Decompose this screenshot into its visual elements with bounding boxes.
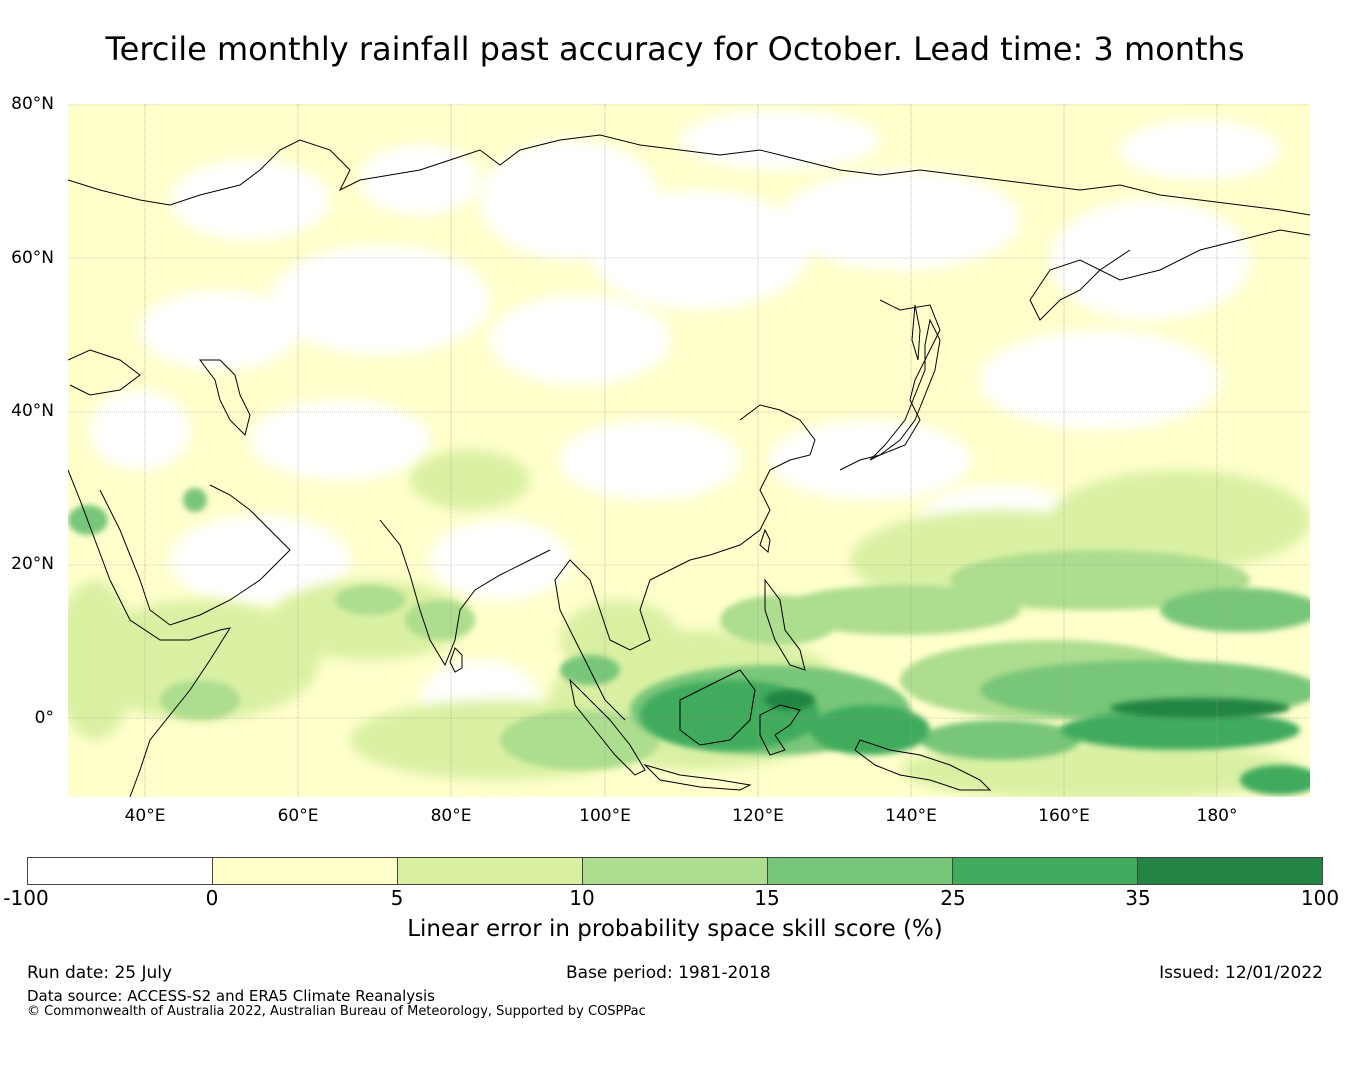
colorbar-tick: 10 <box>569 886 595 910</box>
colorbar-segment <box>213 858 398 884</box>
skill-map <box>68 104 1310 797</box>
colorbar-tick: 0 <box>205 886 219 910</box>
copyright: © Commonwealth of Australia 2022, Austra… <box>27 1004 646 1019</box>
lon-label-100e: 100°E <box>579 806 631 826</box>
lon-label-120e: 120°E <box>732 806 784 826</box>
lat-label-80n: 80°N <box>11 94 54 114</box>
map-title: Tercile monthly rainfall past accuracy f… <box>105 30 1245 68</box>
colorbar-tick: -100 <box>3 886 49 910</box>
colorbar-segment <box>1138 858 1322 884</box>
skill-field <box>68 104 1310 797</box>
lon-label-160e: 160°E <box>1038 806 1090 826</box>
lon-label-40e: 40°E <box>124 806 166 826</box>
colorbar-segment <box>768 858 953 884</box>
base-period: Base period: 1981-2018 <box>566 963 771 983</box>
data-source: Data source: ACCESS-S2 and ERA5 Climate … <box>27 987 435 1005</box>
colorbar-tick: 5 <box>390 886 404 910</box>
coastlines <box>68 134 1310 797</box>
colorbar-tick: 25 <box>940 886 966 910</box>
lon-label-80e: 80°E <box>430 806 472 826</box>
lat-label-20n: 20°N <box>11 554 54 574</box>
issued-date: Issued: 12/01/2022 <box>1159 963 1323 983</box>
colorbar-segment <box>28 858 213 884</box>
colorbar <box>27 857 1323 885</box>
lon-label-60e: 60°E <box>277 806 319 826</box>
colorbar-tick: 35 <box>1125 886 1151 910</box>
colorbar-segment <box>398 858 583 884</box>
colorbar-label: Linear error in probability space skill … <box>407 916 943 942</box>
lat-label-40n: 40°N <box>11 401 54 421</box>
lon-label-180: 180° <box>1196 806 1238 826</box>
colorbar-tick: 100 <box>1300 886 1340 910</box>
lon-label-140e: 140°E <box>885 806 937 826</box>
colorbar-segment <box>583 858 768 884</box>
colorbar-segment <box>953 858 1138 884</box>
colorbar-tick: 15 <box>754 886 780 910</box>
lat-label-60n: 60°N <box>11 248 54 268</box>
run-date: Run date: 25 July <box>27 963 173 983</box>
lat-label-equator: 0° <box>34 708 54 728</box>
